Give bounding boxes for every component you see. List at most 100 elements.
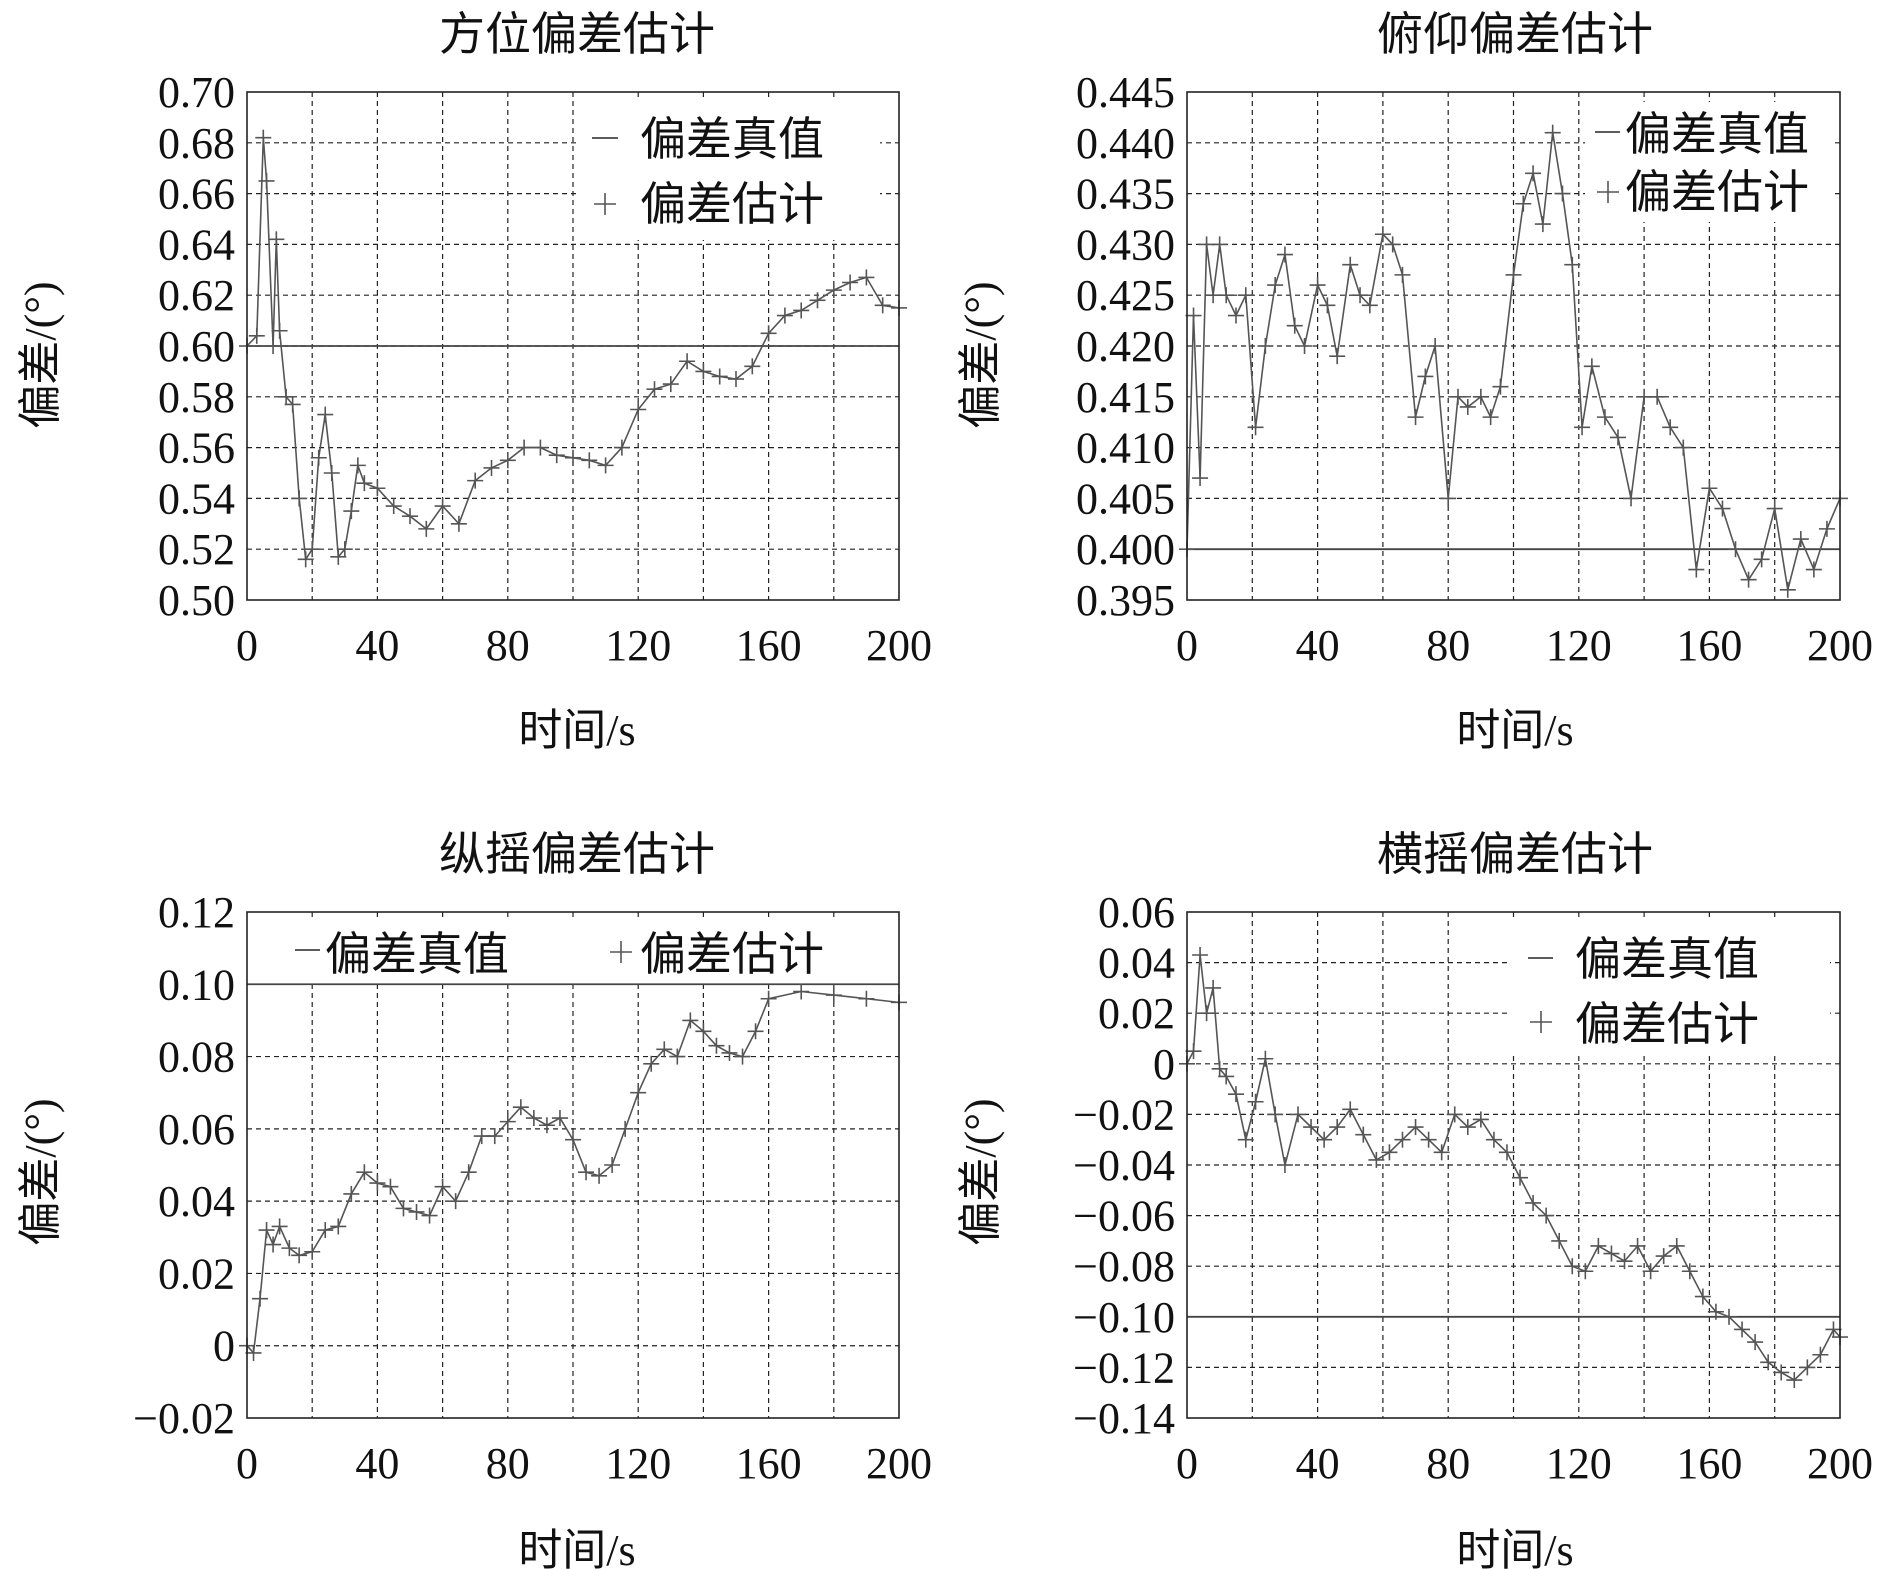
azimuth-estimate-point	[248, 327, 265, 344]
roll-estimate-point	[1459, 1119, 1476, 1136]
roll-estimate-point	[1577, 1263, 1594, 1280]
azimuth-legend: 偏差真值 偏差估计	[580, 100, 880, 240]
roll-estimate-point	[1185, 1043, 1202, 1060]
azimuth-y-tick-label: 0.64	[158, 220, 235, 269]
pitch-estimate-point	[1192, 470, 1209, 487]
pitch-estimate-point	[1296, 338, 1313, 354]
pitch-estimate-point	[1384, 236, 1401, 253]
roll-estimate-point	[1707, 1303, 1724, 1320]
azimuth-x-tick-label: 0	[236, 621, 258, 670]
pitch-estimate-point	[1342, 256, 1359, 273]
pitch-estimate-point	[1352, 287, 1369, 304]
pitch-estimate-point	[1407, 409, 1424, 426]
azimuth-estimate-point	[385, 498, 402, 515]
azimuth-estimate-point	[858, 269, 875, 286]
azimuth-x-tick-label: 120	[605, 621, 671, 670]
pitch-y-tick-label: 0.445	[1076, 68, 1175, 117]
pitch-sway-estimate-point	[291, 1247, 308, 1264]
roll-y-tick-label: 0.04	[1098, 939, 1175, 988]
roll-estimate-point	[1825, 1321, 1842, 1338]
pitch-estimate-point	[1459, 398, 1476, 415]
pitch-estimate-point	[1286, 317, 1303, 334]
pitch-sway-estimate-point	[525, 1110, 542, 1127]
pitch-sway-estimate-point	[793, 983, 810, 1000]
roll-legend: 偏差真值 偏差估计	[1510, 920, 1830, 1055]
roll-estimate-point	[1655, 1248, 1672, 1265]
pitch-sway-estimate-point	[252, 1290, 269, 1307]
pitch-y-tick-label: 0.395	[1076, 576, 1175, 625]
pitch-legend-est: 偏差估计	[1625, 167, 1809, 218]
pitch-sway-legend: 偏差真值 偏差估计	[280, 920, 890, 980]
pitch-estimate-point	[1227, 307, 1244, 324]
azimuth-estimate-point	[597, 457, 614, 474]
roll-y-tick-label: −0.08	[1073, 1242, 1175, 1291]
pitch-legend: 偏差真值 偏差估计	[1585, 102, 1835, 222]
pitch-sway-estimate-point	[721, 1044, 738, 1061]
roll-x-tick-label: 0	[1176, 1439, 1198, 1488]
azimuth-estimate-point	[284, 396, 301, 413]
azimuth-estimate-point	[278, 388, 295, 405]
pitch-sway-estimate-point	[369, 1175, 386, 1192]
pitch-sway-estimate-point	[565, 1131, 581, 1148]
azimuth-estimate-point	[711, 368, 728, 385]
pitch-sway-y-tick-label: 0.04	[158, 1177, 235, 1226]
azimuth-y-tick-label: 0.62	[158, 271, 235, 320]
azimuth-estimate-point	[323, 465, 340, 481]
azimuth-estimate-point	[255, 129, 272, 146]
pitch-sway-estimate-line	[246, 990, 900, 1355]
roll-x-tick-label: 40	[1296, 1439, 1340, 1488]
pitch-estimate-point	[1805, 561, 1822, 578]
pitch-estimate-point	[1544, 124, 1561, 141]
pitch-estimate-point	[1492, 378, 1509, 395]
roll-estimate-point	[1355, 1126, 1372, 1143]
pitch-sway-estimate-point	[304, 1243, 321, 1260]
pitch-sway-ticks: 0 40 80 120 160 200−0.0200.020.040.060.080.10…	[133, 888, 932, 1488]
pitch-estimate-point	[1609, 429, 1626, 446]
pitch-sway-estimate-point	[408, 1203, 425, 1220]
pitch-estimate-point	[1701, 480, 1718, 497]
pitch-sway-y-tick-label: 0.06	[158, 1105, 235, 1154]
roll-y-tick-label: −0.06	[1073, 1192, 1175, 1241]
azimuth-estimate-point	[265, 338, 282, 354]
pitch-sway-data	[239, 983, 907, 1361]
pitch-sway-estimate-point	[330, 1218, 347, 1235]
pitch-y-tick-label: 0.400	[1076, 525, 1175, 574]
azimuth-estimate-point	[532, 439, 549, 456]
pitch-data	[1179, 124, 1848, 598]
pitch-estimate-point	[1449, 388, 1466, 405]
pitch-sway-x-tick-label: 80	[486, 1439, 530, 1488]
roll-estimate-point	[1551, 1232, 1568, 1249]
pitch-estimate-point	[1596, 409, 1613, 426]
roll-estimate-point	[1564, 1258, 1581, 1275]
azimuth-estimate-point	[842, 274, 859, 291]
pitch-sway-estimate-point	[617, 1120, 634, 1137]
azimuth-estimate-point	[630, 401, 647, 418]
pitch-sway-estimate-point	[382, 1178, 399, 1195]
azimuth-estimate-point	[330, 548, 347, 565]
pitch-y-tick-label: 0.430	[1076, 220, 1175, 269]
pitch-sway-legend-est: 偏差估计	[640, 929, 824, 980]
pitch-sway-y-tick-label: −0.02	[133, 1394, 235, 1443]
roll-estimate-point	[1198, 1005, 1215, 1022]
roll-estimate-point	[1525, 1194, 1542, 1211]
pitch-estimate-point	[1574, 419, 1591, 436]
roll-estimate-point	[1734, 1321, 1751, 1338]
pitch-sway-estimate-point	[281, 1240, 298, 1257]
azimuth-estimate-point	[317, 406, 334, 423]
pitch-estimate-point	[1740, 571, 1757, 588]
roll-estimate-point	[1257, 1050, 1274, 1067]
pitch-sway-estimate-point	[656, 1041, 673, 1058]
roll-x-axis-label: 时间/s	[1456, 1526, 1573, 1569]
pitch-estimate-point	[1185, 307, 1202, 324]
pitch-sway-x-tick-label: 0	[236, 1439, 258, 1488]
pitch-estimate-point	[1276, 246, 1293, 263]
azimuth-estimate-point	[728, 371, 744, 388]
pitch-sway-estimate-point	[760, 990, 777, 1007]
azimuth-estimate-point	[310, 449, 327, 466]
pitch-sway-estimate-point	[858, 990, 875, 1007]
pitch-estimate-point	[1515, 195, 1532, 212]
pitch-x-tick-label: 160	[1676, 621, 1742, 670]
pitch-estimate-point	[1309, 277, 1326, 294]
roll-chart: 横摇偏差估计 时间/s 偏差/(°) 0 40 80 120 160 200−0.14−0…	[956, 829, 1873, 1569]
pitch-sway-legend-truth: 偏差真值	[325, 929, 509, 980]
